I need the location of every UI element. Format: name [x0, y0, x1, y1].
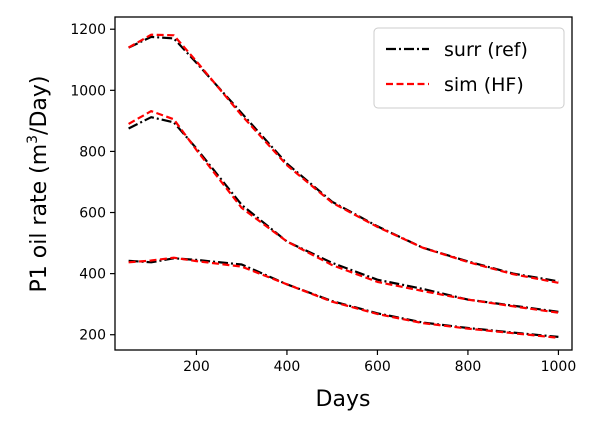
y-tick-label: 1000 [70, 83, 106, 99]
x-tick-label: 800 [455, 359, 482, 375]
y-tick-label: 400 [79, 267, 106, 283]
legend-label: surr (ref) [444, 39, 528, 61]
y-axis-title: P1 oil rate (m3/Day) [25, 76, 52, 293]
legend-frame [373, 27, 565, 109]
x-tick-label: 200 [183, 359, 210, 375]
x-tick-label: 1000 [541, 359, 577, 375]
series-line [128, 33, 559, 284]
legend-label: sim (HF) [444, 74, 524, 96]
series-1 [128, 33, 559, 339]
y-tick-label: 800 [79, 144, 106, 160]
series-layer [128, 33, 559, 339]
y-axis-title-superscript: 3 [25, 135, 41, 144]
series-line [128, 109, 559, 314]
y-axis-title-tail: /Day) [27, 76, 52, 135]
y-axis-title-main: P1 oil rate (m [27, 144, 52, 293]
y-tick-label: 1200 [70, 22, 106, 38]
legend: surr (ref) sim (HF) [373, 27, 565, 109]
x-axis-ticks: 200 400 600 800 1000 [183, 350, 576, 375]
x-axis-title: Days [316, 387, 371, 412]
y-axis-ticks: 200 400 600 800 1000 1200 [70, 22, 115, 344]
series-line [128, 257, 559, 338]
x-tick-label: 600 [364, 359, 391, 375]
x-tick-label: 400 [274, 359, 301, 375]
series-line [128, 256, 559, 339]
y-tick-label: 200 [79, 328, 106, 344]
y-tick-label: 600 [79, 206, 106, 222]
